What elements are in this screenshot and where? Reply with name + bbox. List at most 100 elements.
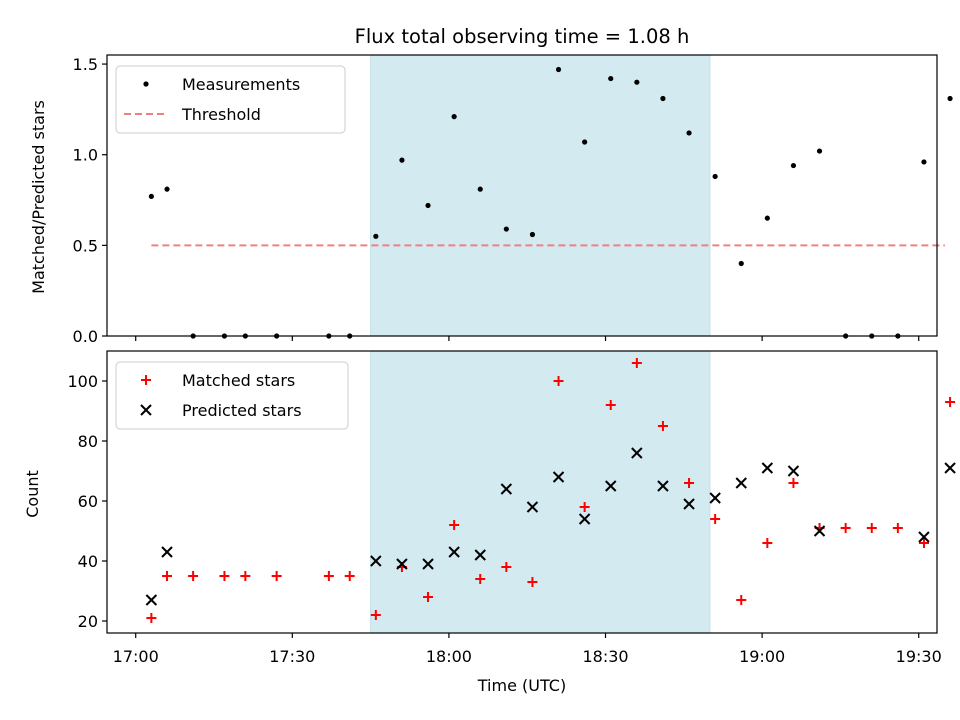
x-axis-label: Time (UTC) <box>477 676 566 695</box>
bottom-panel-plus-point <box>605 400 616 410</box>
top-panel-dot-point <box>712 173 718 180</box>
legend-measurements-marker <box>143 81 149 87</box>
bottom-panel-plus-point <box>840 523 851 533</box>
bottom-panel-plus-point <box>657 421 668 431</box>
bottom-panel-plus-point <box>501 562 512 572</box>
top-panel-dot-point <box>660 95 666 102</box>
bottom-panel-x-point <box>683 498 695 510</box>
bottom-y-axis-label: Count <box>23 470 42 518</box>
bottom-panel-x-point <box>813 525 826 537</box>
top-panel-dot-point <box>555 66 562 73</box>
top-panel-dot-point <box>634 79 640 85</box>
bottom-panel-y-tick-label: 80 <box>78 432 98 451</box>
bottom-panel-x-point <box>448 546 460 558</box>
top-panel-dot-point <box>503 226 509 232</box>
bottom-panel-x-point <box>735 477 747 489</box>
bottom-panel-plus-point <box>240 571 251 581</box>
top-panel-dot-point <box>947 95 953 102</box>
top-panel-y-tick-label: 1.5 <box>73 55 98 74</box>
plot-layer: 0.0 0.5 1.0 1.5 Measurements Threshold 20 40 60 8… <box>67 54 956 666</box>
top-panel-dot-point <box>921 159 927 165</box>
top-y-axis-label: Matched/Predicted stars <box>29 100 48 294</box>
top-panel-dot-point <box>764 215 770 221</box>
bottom-panel-plus-point <box>344 571 355 581</box>
bottom-panel-plus-point <box>188 571 199 581</box>
bottom-panel-x-point <box>161 546 173 558</box>
bottom-panel-plus-point <box>788 478 799 488</box>
bottom-panel-plus-point <box>146 613 157 623</box>
top-panel-y-tick-label: 0.0 <box>73 327 98 346</box>
bottom-panel-plus-point <box>631 358 642 368</box>
x-tick-label: 19:30 <box>896 647 942 666</box>
bottom-panel-plus-point <box>866 523 877 533</box>
bottom-panel-plus-point <box>762 538 773 548</box>
legend-label: Threshold <box>181 105 261 124</box>
top-panel-dot-point <box>477 186 483 192</box>
bottom-panel-plus-point <box>370 610 381 620</box>
top-panel-highlight-span <box>370 54 711 337</box>
bottom-panel-plus-point <box>918 538 929 548</box>
bottom-panel-x-point <box>396 558 408 570</box>
bottom-panel-x-point <box>709 492 721 504</box>
bottom-panel-x-point <box>552 471 565 483</box>
bottom-panel-x-point <box>761 462 774 474</box>
bottom-panel-plus-point <box>684 478 695 488</box>
bottom-panel-y-tick-label: 100 <box>67 372 98 391</box>
bottom-panel-x-point <box>145 594 158 606</box>
x-tick-label: 19:00 <box>739 647 785 666</box>
top-panel-dot-point <box>738 260 744 267</box>
bottom-panel-plus-point <box>710 514 721 524</box>
x-tick-label: 18:00 <box>426 647 472 666</box>
bottom-panel-x-point <box>605 480 617 492</box>
bottom-panel-plus-point <box>579 502 590 512</box>
top-panel-y-tick-label: 0.5 <box>73 236 98 255</box>
bottom-panel-legend-box <box>115 361 349 430</box>
top-panel-y-tick-label: 1.0 <box>73 146 98 165</box>
bottom-panel-plus-point <box>219 571 230 581</box>
legend-label: Predicted stars <box>182 401 302 420</box>
bottom-panel-x-point <box>657 480 669 492</box>
bottom-panel-highlight-span <box>370 350 711 634</box>
bottom-panel-x-point <box>422 558 434 570</box>
top-panel-dot-point <box>451 114 457 120</box>
bottom-panel-plus-point <box>553 376 564 386</box>
bottom-panel-plus-point <box>162 571 173 581</box>
top-panel-legend-box <box>115 65 346 134</box>
bottom-panel-x-point <box>631 447 643 459</box>
bottom-panel-plus-point <box>271 571 282 581</box>
bottom-panel-plus-point <box>736 595 747 605</box>
top-panel-dot-point <box>399 157 405 163</box>
legend-matched-marker <box>141 375 151 385</box>
top-panel-dot-point <box>373 233 379 239</box>
top-panel-dot-point <box>790 162 797 169</box>
bottom-panel-x-point <box>787 465 800 477</box>
bottom-panel-plus-point <box>475 574 486 584</box>
top-panel-frame <box>106 54 938 337</box>
bottom-panel-plus-point <box>423 592 434 602</box>
bottom-panel-x-point <box>370 555 382 567</box>
bottom-panel-plus-point <box>323 571 334 581</box>
bottom-panel-y-tick-label: 20 <box>78 612 98 631</box>
bottom-panel-x-point <box>578 513 591 525</box>
top-panel-dot-point <box>148 193 154 200</box>
top-panel-dot-point <box>425 202 431 209</box>
x-tick-label: 17:00 <box>113 647 159 666</box>
top-panel-dot-point <box>529 231 536 238</box>
legend-predicted-marker <box>140 404 152 416</box>
top-panel-dot-point <box>608 75 614 82</box>
bottom-panel-frame <box>106 350 938 634</box>
top-panel-dot-point <box>164 186 170 192</box>
top-panel-dot-point <box>582 139 588 145</box>
chart-title: Flux total observing time = 1.08 h <box>355 25 690 48</box>
top-panel-legend: Measurements Threshold <box>115 65 346 134</box>
bottom-panel-y-tick-label: 60 <box>78 492 98 511</box>
bottom-panel-plus-point <box>892 523 903 533</box>
bottom-panel-x-point <box>474 549 486 561</box>
bottom-panel-x-point <box>944 462 956 474</box>
bottom-panel-x-point <box>526 501 539 513</box>
bottom-panel-plus-point <box>527 577 538 587</box>
x-tick-label: 17:30 <box>269 647 315 666</box>
x-tick-label: 18:30 <box>582 647 628 666</box>
bottom-panel-x-point <box>918 531 930 543</box>
